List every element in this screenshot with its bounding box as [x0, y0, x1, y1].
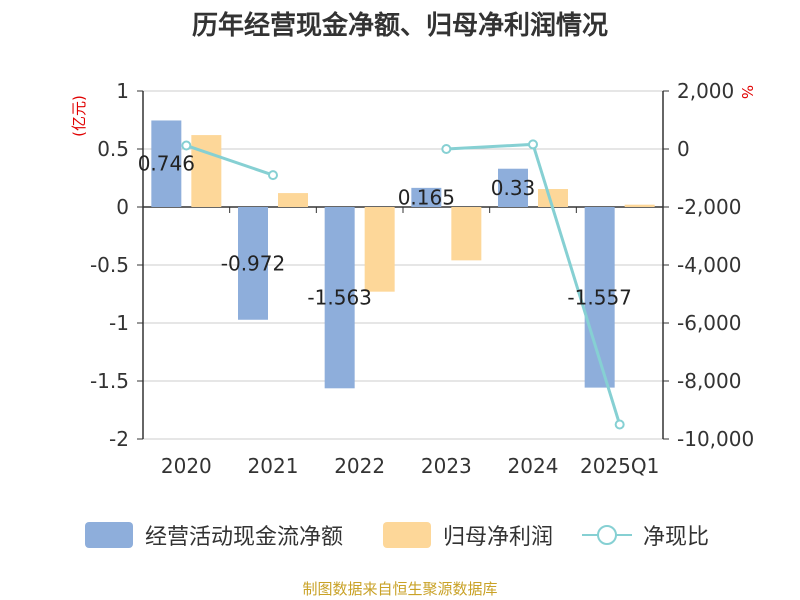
left-axis-tick-label: -1	[109, 311, 129, 335]
left-axis-unit: (亿元)	[70, 95, 88, 137]
right-axis-tick-label: -8,000	[677, 369, 741, 393]
source-note: 制图数据来自恒生聚源数据库	[302, 580, 497, 598]
bar-net-profit	[451, 207, 482, 261]
ratio-line	[181, 139, 625, 430]
legend-swatch-net-profit	[383, 522, 431, 548]
chart-title: 历年经营现金净额、归母净利润情况	[192, 10, 608, 41]
bars	[151, 120, 655, 389]
x-axis-tick-label: 2023	[421, 454, 472, 478]
bar-value-label: 0.33	[491, 176, 536, 200]
left-axis-tick-label: -1.5	[90, 369, 129, 393]
bar-value-label: 0.746	[138, 152, 195, 176]
bar-cashflow	[151, 120, 182, 207]
right-axis-tick-label: 2,000	[677, 79, 734, 103]
ratio-point	[614, 419, 625, 430]
bar-net-profit	[538, 189, 568, 207]
ratio-point	[181, 140, 192, 151]
ratio-point	[268, 170, 278, 181]
left-axis-tick-label: -0.5	[90, 253, 129, 277]
right-axis-tick-label: 0	[677, 137, 690, 161]
bar-value-label: -0.972	[221, 251, 285, 275]
ratio-point	[441, 144, 452, 154]
bar-cashflow	[498, 168, 528, 207]
legend-swatch-cashflow	[85, 522, 133, 548]
bar-net-profit	[191, 135, 222, 207]
left-axis-tick-label: 1	[116, 79, 129, 103]
bar-value-label: 0.165	[398, 185, 455, 209]
left-axis-tick-label: -2	[109, 427, 129, 451]
right-axis-unit: %	[738, 85, 756, 99]
x-axis-tick-label: 2024	[508, 454, 559, 478]
left-axis-tick-label: 0.5	[97, 137, 129, 161]
bar-net-profit	[364, 207, 395, 292]
left-axis-tick-label: 0	[116, 195, 129, 219]
axes: 1 0.5 0 -0.5 -1 -1.5 -2 2,000 0 -2,000 -4,000 -6,00…	[90, 79, 754, 478]
legend-label-cashflow: 经营活动现金流净额	[145, 525, 343, 550]
bar-value-label: -1.563	[307, 286, 371, 310]
bar-cashflow	[411, 187, 442, 207]
legend-marker-ratio	[597, 525, 617, 545]
legend: 经营活动现金流净额 归母净利润 净现比	[85, 522, 709, 550]
x-axis-tick-label: 2021	[248, 454, 299, 478]
right-axis-tick-label: -2,000	[677, 195, 741, 219]
bar-cashflow	[238, 207, 268, 320]
ratio-line-segment	[185, 144, 274, 177]
bar-value-label: -1.557	[567, 285, 631, 309]
right-axis-tick-label: -6,000	[677, 311, 741, 335]
right-axis-tick-label: -10,000	[677, 427, 754, 451]
x-axis-tick-label: 2025Q1	[580, 454, 659, 478]
x-axis-tick-label: 2022	[334, 454, 385, 478]
legend-label-ratio: 净现比	[643, 525, 709, 550]
legend-label-net-profit: 归母净利润	[443, 525, 553, 550]
ratio-point	[528, 139, 538, 150]
data-labels: 0.746 -0.972 -1.563 0.165 0.33 -1.557	[138, 152, 632, 310]
bar-net-profit	[624, 204, 655, 207]
right-axis-tick-label: -4,000	[677, 253, 741, 277]
x-axis-tick-label: 2020	[161, 454, 212, 478]
bar-cashflow	[324, 207, 355, 389]
bar-net-profit	[278, 193, 308, 207]
